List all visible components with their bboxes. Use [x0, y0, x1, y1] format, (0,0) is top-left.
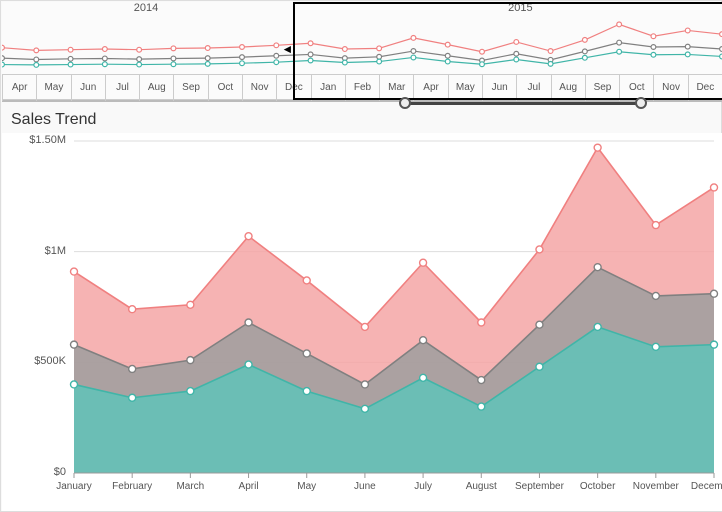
overview-month-label: Sep [585, 75, 619, 101]
overview-month-label: Oct [208, 75, 242, 101]
y-axis-label: $0 [2, 466, 66, 478]
overview-month-label: Aug [139, 75, 173, 101]
y-axis-label: $1M [2, 245, 66, 257]
overview-month-label: Jan [311, 75, 345, 101]
overview-month-axis: AprMayJunJulAugSepOctNovDecJanFebMarAprM… [2, 74, 722, 100]
x-axis-label: June [336, 481, 394, 492]
overview-month-label: Nov [653, 75, 687, 101]
x-axis-label: October [569, 481, 627, 492]
overview-month-label: Jun [71, 75, 105, 101]
x-axis-label: August [452, 481, 510, 492]
y-axis-label: $500K [2, 355, 66, 367]
x-axis-label: March [161, 481, 219, 492]
overview-month-label: Feb [345, 75, 379, 101]
x-axis-label: January [45, 481, 103, 492]
overview-month-label: May [448, 75, 482, 101]
range-arrow-left[interactable]: ◄ [281, 42, 293, 56]
overview-month-label: May [36, 75, 70, 101]
range-handle-right[interactable] [635, 97, 647, 109]
x-axis-label: July [394, 481, 452, 492]
overview-month-label: Dec [276, 75, 310, 101]
range-handle-bar[interactable] [405, 102, 641, 105]
x-axis-label: April [219, 481, 277, 492]
range-handle-left[interactable] [399, 97, 411, 109]
overview-month-label: Oct [619, 75, 653, 101]
overview-month-label: Jul [516, 75, 550, 101]
chart-title: Sales Trend [11, 111, 96, 129]
x-axis-label: September [510, 481, 568, 492]
overview-month-label: Jun [482, 75, 516, 101]
x-axis-label: February [103, 481, 161, 492]
overview-month-label: Sep [173, 75, 207, 101]
overview-month-label: Nov [242, 75, 276, 101]
main-svg [2, 133, 722, 511]
main-chart: $0 $500K $1M $1.50M JanuaryFebruaryMarchApri… [2, 133, 722, 511]
overview-month-label: Apr [2, 75, 36, 101]
overview-month-label: Aug [551, 75, 585, 101]
x-axis-label: May [278, 481, 336, 492]
overview-month-label: Dec [688, 75, 722, 101]
x-axis-label: December [685, 481, 722, 492]
overview-chart[interactable]: 20142015 AprMayJunJulAugSepOctNovDecJanF… [2, 2, 722, 102]
overview-month-label: Apr [413, 75, 447, 101]
y-axis-label: $1.50M [2, 134, 66, 146]
x-axis-label: November [627, 481, 685, 492]
overview-month-label: Jul [105, 75, 139, 101]
